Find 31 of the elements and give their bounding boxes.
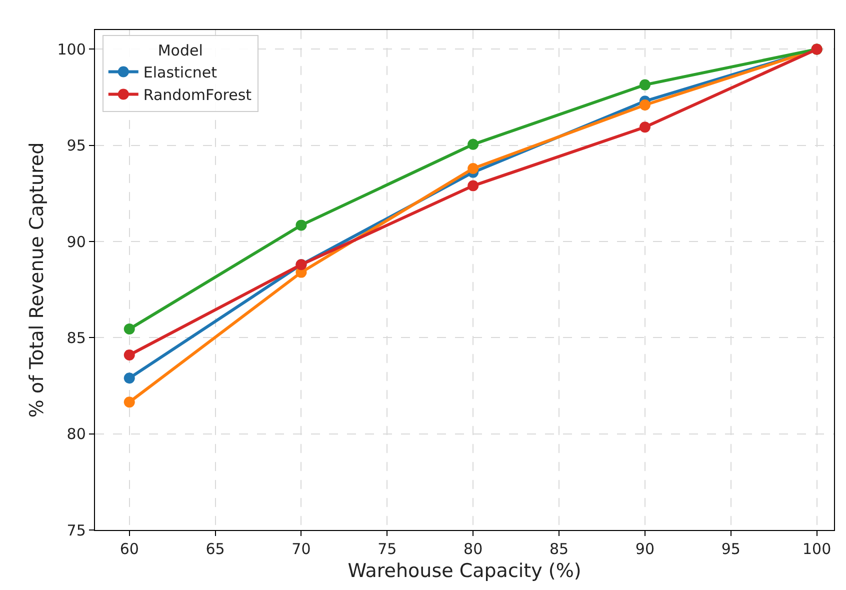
y-tick-label: 100 xyxy=(57,40,86,58)
x-tick-label: 65 xyxy=(206,540,225,558)
point xyxy=(468,162,479,174)
y-tick-label: 90 xyxy=(66,232,86,251)
x-tick-label: 85 xyxy=(549,540,569,558)
x-tick-label: 70 xyxy=(292,540,311,558)
point xyxy=(639,79,650,90)
y-tick-label: 75 xyxy=(66,521,86,540)
y-tick-label: 95 xyxy=(66,136,86,155)
point xyxy=(124,324,135,335)
x-tick-label: 80 xyxy=(464,540,483,558)
y-axis-title: % of Total Revenue Captured xyxy=(26,142,48,418)
x-tick-label: 60 xyxy=(120,540,139,558)
y-tick-label: 85 xyxy=(66,328,86,347)
point xyxy=(296,220,307,231)
point xyxy=(468,138,479,150)
legend-title: Model xyxy=(158,42,203,60)
x-tick-label: 90 xyxy=(635,540,654,558)
point xyxy=(468,180,479,192)
x-tick-label: 95 xyxy=(721,540,740,558)
legend-label: RandomForest xyxy=(143,86,252,104)
x-axis-title: Warehouse Capacity (%) xyxy=(348,560,582,582)
point xyxy=(124,396,135,408)
x-tick-label: 75 xyxy=(378,540,397,558)
point xyxy=(639,122,650,133)
point xyxy=(124,350,135,360)
point xyxy=(124,372,135,384)
y-tick-label: 80 xyxy=(66,425,86,444)
point xyxy=(639,100,650,110)
legend-label: Elasticnet xyxy=(143,64,218,82)
x-tick-label: 100 xyxy=(802,540,832,558)
